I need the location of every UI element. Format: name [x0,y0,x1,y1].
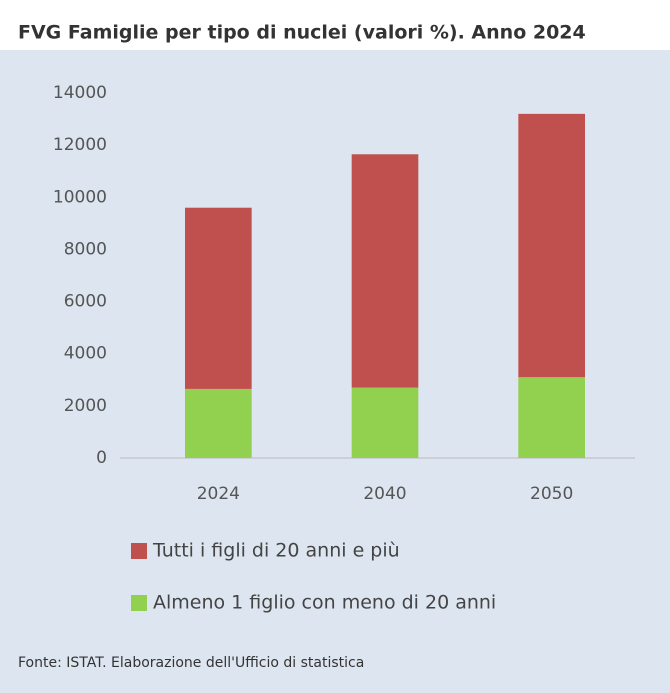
y-tick-label: 8000 [64,239,107,259]
bar-segment [351,154,419,388]
legend-label: Tutti i figli di 20 anni e più [152,540,400,562]
legend-label: Almeno 1 figlio con meno di 20 anni [153,592,496,614]
x-tick-label: 2024 [197,484,240,504]
bar-segment [518,113,585,378]
bar-segment [185,207,252,389]
title-band [0,0,670,50]
bar-segment [518,377,585,458]
legend-swatch [131,543,147,559]
source: Fonte: ISTAT. Elaborazione dell'Ufficio … [18,655,364,671]
bar-segment [185,388,252,458]
legend-swatch [131,595,147,611]
y-tick-label: 14000 [53,83,107,103]
x-tick-label: 2040 [363,484,406,504]
y-tick-label: 12000 [53,135,107,155]
x-tick-label: 2050 [530,484,573,504]
y-tick-label: 0 [96,448,107,468]
bar-segment [351,387,419,458]
y-tick-label: 10000 [53,187,107,207]
y-tick-label: 6000 [64,292,107,312]
y-tick-label: 4000 [64,344,107,364]
chart-title: FVG Famiglie per tipo di nuclei (valori … [18,22,586,44]
y-tick-label: 2000 [64,396,107,416]
